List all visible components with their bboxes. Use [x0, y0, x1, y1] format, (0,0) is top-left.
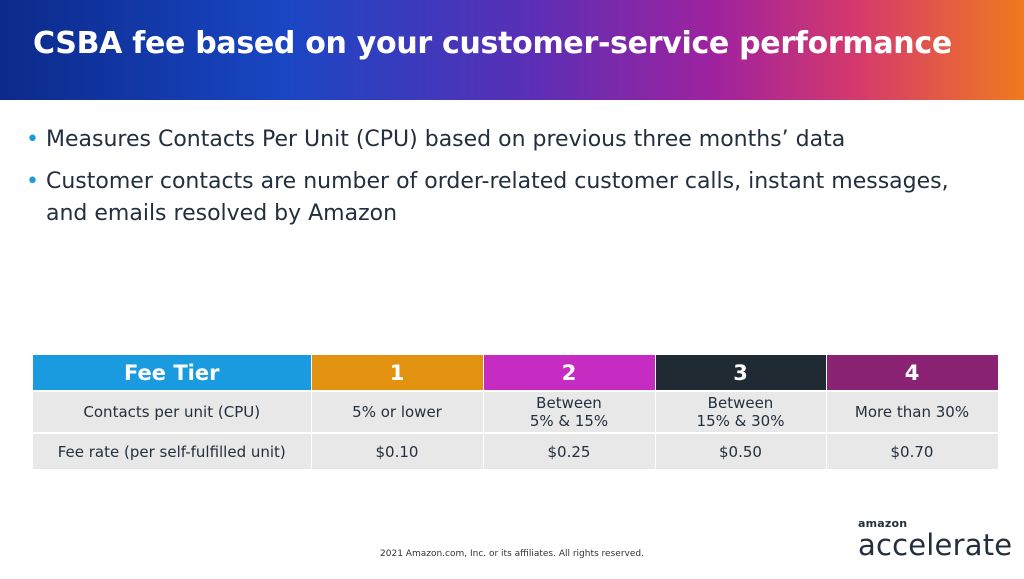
- row-label: Fee rate (per self-fulfilled unit): [33, 432, 312, 469]
- logo-amazon-text: amazon: [858, 517, 908, 530]
- table-cell: $0.25: [483, 432, 656, 469]
- slide-header: CSBA fee based on your customer-service …: [0, 0, 1024, 100]
- header-fee-tier: Fee Tier: [33, 355, 312, 391]
- bullet-item: • Customer contacts are number of order-…: [26, 166, 986, 230]
- table-cell: Between 5% & 15%: [483, 390, 656, 433]
- table-cell: $0.70: [826, 432, 999, 469]
- amazon-accelerate-logo: amazon accelerate: [858, 517, 1012, 560]
- bullet-dot-icon: •: [26, 169, 39, 194]
- header-tier-2: 2: [483, 355, 656, 391]
- fee-tier-table: Fee Tier 1 2 3 4 Contacts per unit (CPU)…: [33, 355, 999, 469]
- bullet-text: Measures Contacts Per Unit (CPU) based o…: [46, 127, 846, 152]
- bullet-list: • Measures Contacts Per Unit (CPU) based…: [26, 124, 986, 240]
- table-row: Contacts per unit (CPU) 5% or lower Betw…: [33, 390, 999, 433]
- header-tier-3: 3: [655, 355, 827, 391]
- header-tier-4: 4: [826, 355, 999, 391]
- bullet-dot-icon: •: [26, 127, 39, 152]
- slide-title: CSBA fee based on your customer-service …: [33, 26, 952, 61]
- copyright-footer: 2021 Amazon.com, Inc. or its affiliates.…: [380, 549, 644, 559]
- table-cell: Between 15% & 30%: [655, 390, 827, 433]
- table-cell: More than 30%: [826, 390, 999, 433]
- row-label: Contacts per unit (CPU): [33, 390, 312, 433]
- bullet-item: • Measures Contacts Per Unit (CPU) based…: [26, 124, 986, 156]
- table-row: Fee rate (per self-fulfilled unit) $0.10…: [33, 432, 999, 469]
- table-cell: $0.50: [655, 432, 827, 469]
- table-cell: 5% or lower: [311, 390, 484, 433]
- bullet-text: Customer contacts are number of order-re…: [46, 169, 949, 226]
- table-cell: $0.10: [311, 432, 484, 469]
- table-header-row: Fee Tier 1 2 3 4: [33, 355, 999, 391]
- logo-accelerate-text: accelerate: [858, 528, 1013, 562]
- header-tier-1: 1: [311, 355, 484, 391]
